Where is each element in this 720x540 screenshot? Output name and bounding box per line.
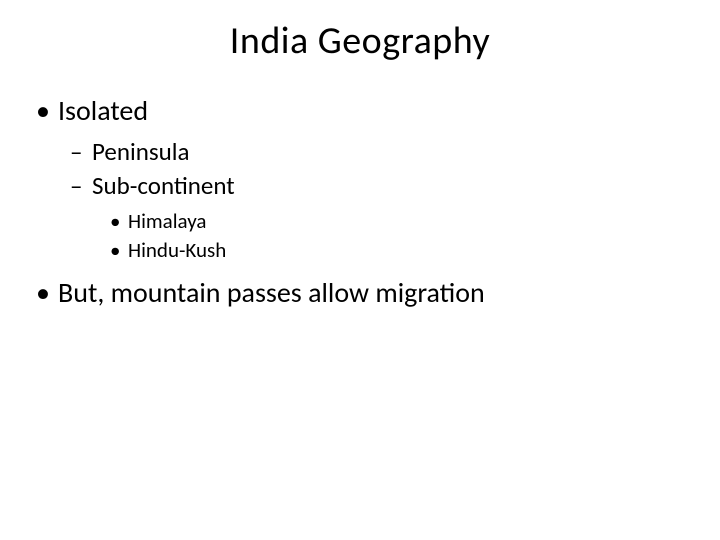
bullet-text: Peninsula (92, 136, 190, 169)
bullet-marker-dot: • (30, 92, 58, 130)
bullet-text: But, mountain passes allow migration (58, 274, 485, 312)
bullet-marker-dash: – (66, 136, 92, 169)
bullet-marker-dot: • (106, 237, 128, 264)
slide-content: • Isolated – Peninsula – Sub-continent •… (0, 92, 720, 312)
bullet-text: Himalaya (128, 208, 206, 235)
bullet-level1: • But, mountain passes allow migration (30, 274, 720, 312)
bullet-level3: • Himalaya (106, 208, 720, 235)
bullet-level3: • Hindu-Kush (106, 237, 720, 264)
bullet-marker-dash: – (66, 170, 92, 203)
bullet-marker-dot: • (30, 274, 58, 312)
bullet-level2: – Peninsula (66, 136, 720, 169)
bullet-level2: – Sub-continent (66, 170, 720, 203)
bullet-level1: • Isolated (30, 92, 720, 130)
bullet-text: Hindu-Kush (128, 237, 226, 264)
slide-title: India Geography (0, 0, 720, 92)
bullet-text: Isolated (58, 92, 148, 130)
bullet-marker-dot: • (106, 208, 128, 235)
bullet-text: Sub-continent (92, 170, 235, 203)
